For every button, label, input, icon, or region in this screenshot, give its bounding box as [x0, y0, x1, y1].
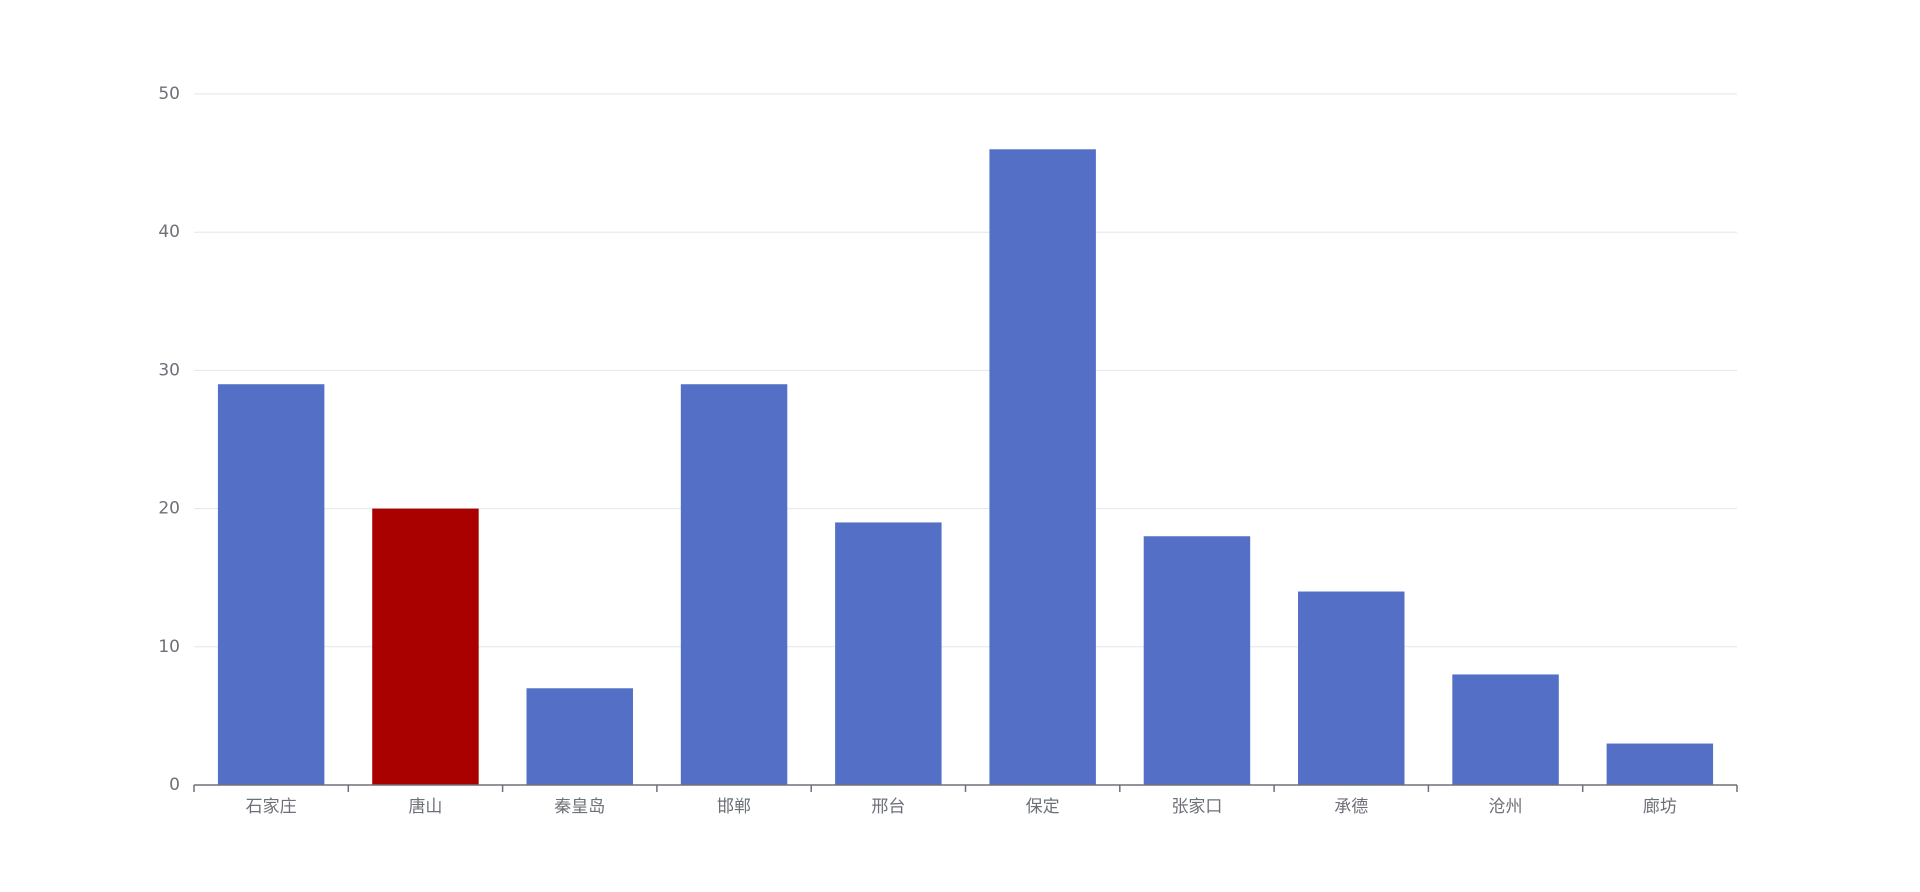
bar — [1143, 536, 1251, 785]
y-tick-label: 40 — [158, 222, 180, 242]
bar — [526, 688, 633, 785]
y-tick-label: 20 — [158, 499, 180, 519]
bar — [835, 522, 942, 785]
bar — [680, 384, 788, 785]
x-tick-label: 石家庄 — [246, 797, 297, 817]
x-tick-label: 唐山 — [408, 796, 442, 817]
x-tick-label: 张家口 — [1171, 797, 1222, 817]
y-tick-label: 0 — [169, 775, 180, 795]
bar — [1606, 743, 1714, 785]
x-tick-label: 保定 — [1026, 797, 1060, 817]
x-tick-label: 邢台 — [871, 797, 905, 817]
bar — [1298, 591, 1405, 785]
bar — [217, 384, 325, 785]
x-tick-label: 邯郸 — [717, 797, 751, 817]
y-tick-label: 30 — [158, 360, 180, 380]
x-tick-label: 承德 — [1334, 797, 1368, 817]
bar — [989, 149, 1096, 785]
x-tick-label: 廊坊 — [1643, 797, 1677, 817]
x-tick-label: 秦皇岛 — [554, 797, 605, 817]
y-tick-label: 10 — [158, 637, 180, 657]
x-tick-label: 沧州 — [1489, 797, 1523, 817]
y-tick-label: 50 — [158, 84, 180, 104]
bar — [372, 508, 479, 785]
bar — [1452, 674, 1559, 785]
